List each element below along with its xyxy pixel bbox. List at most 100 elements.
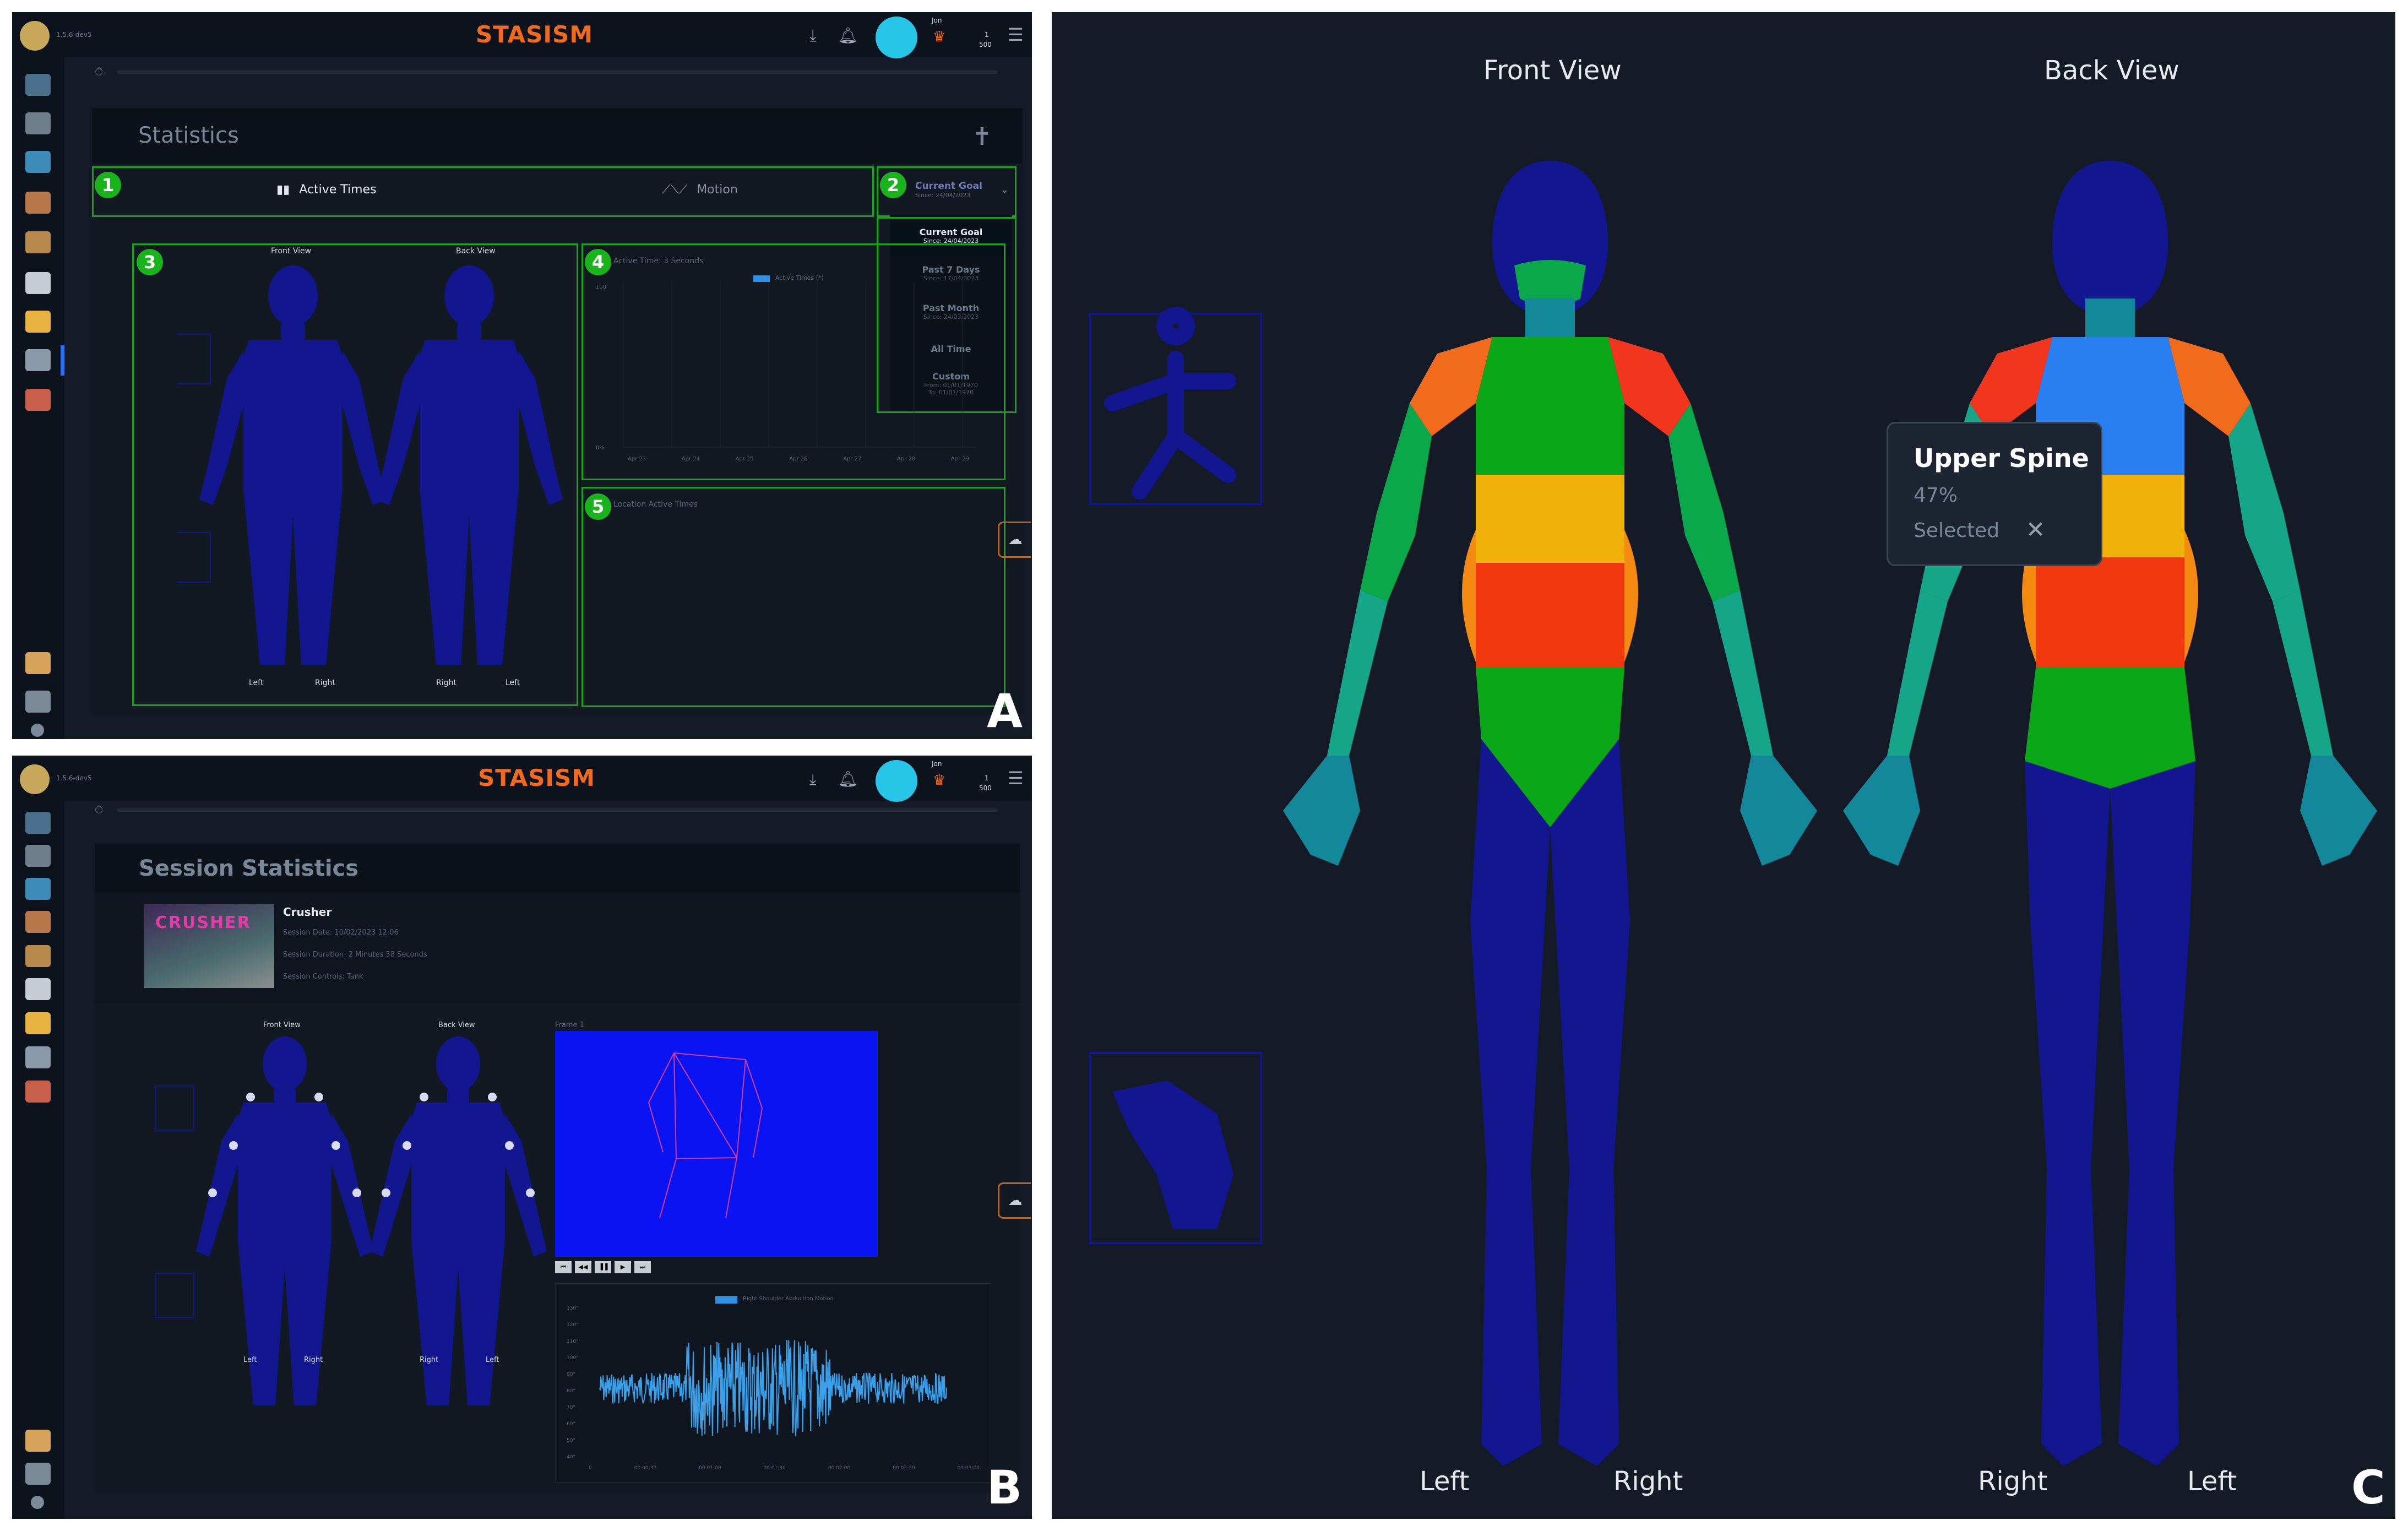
sidebar-home-icon[interactable]: [25, 812, 51, 834]
bell-icon[interactable]: 🔔︎: [838, 770, 858, 788]
back-right-shoulder[interactable]: [2168, 337, 2251, 436]
last-frame-button[interactable]: ⏭: [634, 1261, 651, 1273]
sidebar-home-icon[interactable]: [25, 74, 51, 96]
front-right-side[interactable]: [1624, 530, 1638, 662]
front-lower-abdomen[interactable]: [1476, 563, 1624, 667]
back-body[interactable]: [376, 265, 563, 665]
sidebar-profile-icon[interactable]: [25, 1430, 51, 1452]
close-icon[interactable]: ✕: [2026, 516, 2046, 543]
body-map-b[interactable]: [139, 1031, 557, 1427]
back-left-forearm[interactable]: [2273, 590, 2333, 756]
hand-box[interactable]: [177, 532, 211, 583]
hand-box[interactable]: [1089, 1052, 1262, 1244]
sidebar-settings-icon[interactable]: [25, 1463, 51, 1485]
avatar[interactable]: [876, 17, 917, 58]
front-left-upper-arm[interactable]: [1360, 403, 1432, 601]
front-body[interactable]: [196, 1036, 373, 1405]
sidebar-statistics-icon[interactable]: [25, 349, 51, 371]
dropdown-item-current-goal[interactable]: Current Goal Since: 24/04/2023: [890, 222, 1012, 256]
tooltip-title: Upper Spine: [1914, 443, 2089, 473]
sidebar-games-icon[interactable]: [25, 112, 51, 134]
sidebar-play-icon[interactable]: [25, 878, 51, 900]
front-right-upper-arm[interactable]: [1668, 403, 1740, 601]
sidebar-library-icon[interactable]: [25, 911, 51, 933]
front-face-lower[interactable]: [1514, 260, 1586, 307]
location-highlight: [581, 487, 1005, 707]
back-left-hand[interactable]: [2300, 756, 2377, 866]
sidebar-sessions-icon[interactable]: [25, 978, 51, 1000]
menu-icon[interactable]: ☰: [1008, 768, 1024, 789]
sidebar-help-icon[interactable]: [31, 1496, 44, 1509]
dropdown-item-custom[interactable]: Custom From: 01/01/1970 To: 01/01/1970: [890, 371, 1012, 396]
sidebar-exercise-icon[interactable]: [25, 945, 51, 967]
front-left-side[interactable]: [1462, 530, 1476, 662]
back-glutes[interactable]: [2025, 667, 2195, 789]
back-right-leg[interactable]: [2025, 761, 2110, 1466]
heatmap-body-map[interactable]: [1052, 95, 2395, 1488]
front-right-forearm[interactable]: [1713, 590, 1773, 756]
front-right-shoulder[interactable]: [1608, 337, 1691, 436]
wheelchair-box[interactable]: [155, 1085, 194, 1131]
back-left-shoulder[interactable]: [1970, 337, 2052, 436]
tab-active-times[interactable]: ▮▮ Active Times: [276, 183, 377, 197]
back-head[interactable]: [2052, 161, 2168, 315]
front-left-leg[interactable]: [1470, 739, 1550, 1466]
back-body[interactable]: [1843, 161, 2377, 1466]
menu-icon[interactable]: ☰: [1008, 24, 1024, 45]
avatar[interactable]: [876, 760, 917, 802]
body-map-a[interactable]: [177, 257, 574, 687]
back-right-side[interactable]: [2184, 530, 2198, 662]
front-body[interactable]: [1283, 161, 1817, 1466]
sidebar-sessions-icon[interactable]: [25, 272, 51, 294]
dropdown-item-past-month[interactable]: Past Month Since: 24/03/2023: [890, 303, 1012, 321]
bell-icon[interactable]: 🔔︎: [838, 26, 858, 45]
back-body[interactable]: [369, 1036, 547, 1405]
chat-toggle-icon[interactable]: ☁︎: [998, 522, 1031, 558]
front-left-hand[interactable]: [1283, 756, 1360, 866]
sidebar-trophy-icon[interactable]: [25, 1012, 51, 1034]
play-button[interactable]: ▶: [615, 1261, 631, 1273]
sidebar-profile-icon[interactable]: [25, 652, 51, 674]
front-right-leg[interactable]: [1550, 739, 1630, 1466]
front-pelvis[interactable]: [1476, 667, 1624, 827]
sidebar-rewards-icon[interactable]: [25, 389, 51, 411]
goal-select[interactable]: Current Goal Since: 24/04/2023 ⌄: [915, 181, 1009, 199]
sidebar-trophy-icon[interactable]: [25, 311, 51, 333]
sidebar-exercise-icon[interactable]: [25, 231, 51, 253]
wheelchair-box[interactable]: [177, 334, 211, 384]
pause-button[interactable]: ▐▐: [595, 1261, 611, 1273]
back-right-hand[interactable]: [1843, 756, 1920, 866]
hand-box[interactable]: [155, 1273, 194, 1318]
front-chest[interactable]: [1476, 337, 1624, 475]
download-icon[interactable]: ⤓: [809, 26, 817, 45]
back-lower-spine[interactable]: [2036, 557, 2184, 667]
download-icon[interactable]: ⤓: [809, 770, 817, 788]
sidebar-play-icon[interactable]: [25, 151, 51, 173]
front-upper-abdomen[interactable]: [1476, 475, 1624, 563]
front-left-shoulder[interactable]: [1410, 337, 1492, 436]
app-logo-icon[interactable]: [20, 21, 50, 51]
front-body[interactable]: [199, 265, 387, 665]
sidebar-help-icon[interactable]: [31, 724, 44, 737]
app-logo-icon[interactable]: [20, 764, 50, 794]
chat-toggle-icon[interactable]: ☁︎: [998, 1182, 1031, 1219]
back-left-upper-arm[interactable]: [2228, 403, 2300, 601]
sidebar-games-icon[interactable]: [25, 845, 51, 867]
tab-motion[interactable]: ⟋⟍⟋ Motion: [662, 183, 738, 197]
panel-c-heatmap: Front View Back View: [1052, 12, 2395, 1519]
back-right-forearm[interactable]: [1887, 590, 1948, 756]
wheelchair-box[interactable]: [1089, 307, 1262, 505]
person-icon[interactable]: ✝︎: [972, 123, 992, 151]
rewind-button[interactable]: ◀◀: [575, 1261, 591, 1273]
back-left-leg[interactable]: [2110, 761, 2195, 1466]
front-right-hand[interactable]: [1740, 756, 1817, 866]
sidebar-rewards-icon[interactable]: [25, 1081, 51, 1103]
game-thumbnail[interactable]: CRUSHER: [144, 904, 274, 988]
first-frame-button[interactable]: ⏮: [555, 1261, 572, 1273]
dropdown-item-all-time[interactable]: All Time: [890, 344, 1012, 354]
dropdown-item-past-7-days[interactable]: Past 7 Days Since: 17/04/2023: [890, 264, 1012, 282]
sidebar-library-icon[interactable]: [25, 192, 51, 214]
sidebar-settings-icon[interactable]: [25, 691, 51, 713]
front-left-forearm[interactable]: [1327, 590, 1388, 756]
sidebar-statistics-icon[interactable]: [25, 1046, 51, 1068]
